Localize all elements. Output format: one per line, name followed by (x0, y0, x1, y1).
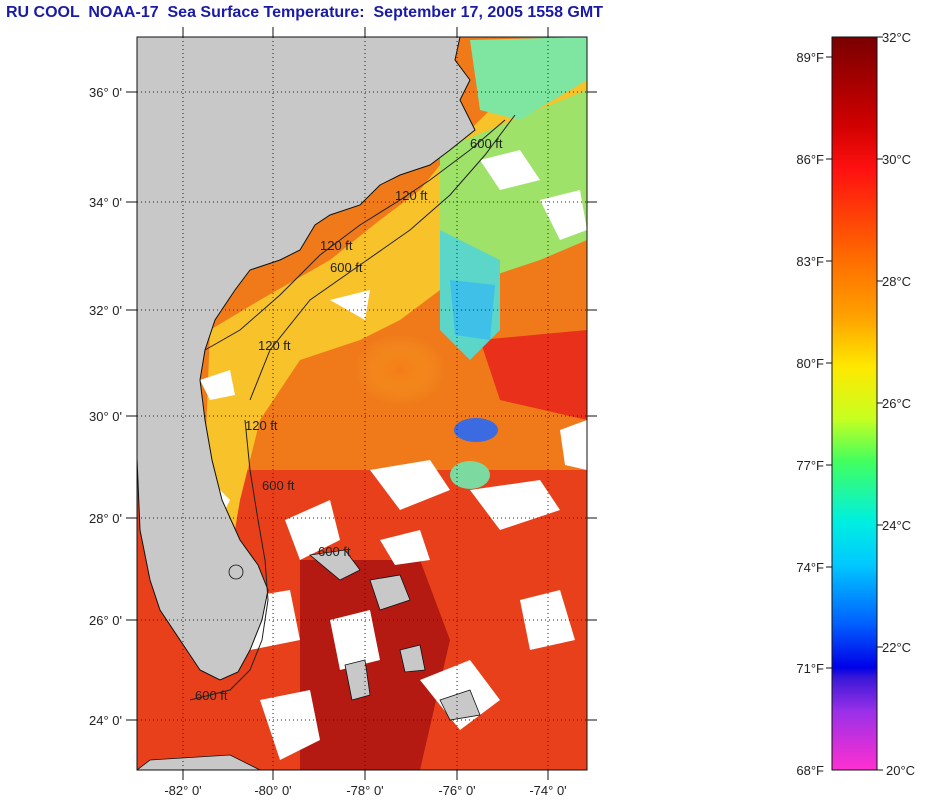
isobath-label: 120 ft (320, 238, 353, 253)
celsius-label: 30°C (882, 152, 911, 167)
colorbar-ticks (826, 36, 883, 771)
lon-label: -78° 0' (346, 783, 383, 798)
isobath-labels: 120 ft 600 ft 120 ft 600 ft 120 ft 600 f… (195, 136, 503, 703)
cool-water-north (470, 37, 587, 120)
fahrenheit-label: 86°F (796, 152, 824, 167)
celsius-label: 28°C (882, 274, 911, 289)
isobath-label: 600 ft (330, 260, 363, 275)
map-frame (136, 36, 588, 771)
isobath-label: 600 ft (470, 136, 503, 151)
latitude-labels: 36° 0' 34° 0' 32° 0' 30° 0' 28° 0' 26° 0… (89, 85, 122, 728)
fahrenheit-label: 68°F (796, 763, 824, 778)
celsius-label: 32°C (882, 30, 911, 45)
lat-label: 26° 0' (89, 613, 122, 628)
map-title: RU COOL NOAA-17 Sea Surface Temperature:… (6, 4, 603, 21)
lon-label: -74° 0' (529, 783, 566, 798)
colorbar (831, 36, 878, 771)
lat-label: 24° 0' (89, 713, 122, 728)
isobath-label: 120 ft (258, 338, 291, 353)
isobath-label: 600 ft (318, 544, 351, 559)
isobath-label: 600 ft (262, 478, 295, 493)
lat-label: 28° 0' (89, 511, 122, 526)
colorbar-celsius-labels: 32°C 30°C 28°C 26°C 24°C 22°C 20°C (882, 30, 915, 778)
fahrenheit-label: 89°F (796, 50, 824, 65)
lat-label: 30° 0' (89, 409, 122, 424)
celsius-label: 22°C (882, 640, 911, 655)
isobath-120ft (204, 119, 506, 351)
lon-label: -82° 0' (164, 783, 201, 798)
fahrenheit-label: 74°F (796, 560, 824, 575)
cool-eddy-cyan (450, 280, 495, 340)
celsius-label: 24°C (882, 518, 911, 533)
lat-label: 36° 0' (89, 85, 122, 100)
isobath-florida (189, 419, 269, 701)
sst-map: 120 ft 600 ft 120 ft 600 ft 120 ft 600 f… (137, 37, 587, 770)
lat-label: 32° 0' (89, 303, 122, 318)
lat-label: 34° 0' (89, 195, 122, 210)
hot-filament-east (480, 330, 587, 420)
longitude-labels: -82° 0' -80° 0' -78° 0' -76° 0' -74° 0' (164, 783, 566, 798)
colorbar-fahrenheit-labels: 89°F 86°F 83°F 80°F 77°F 74°F 71°F 68°F (796, 50, 824, 778)
fahrenheit-label: 71°F (796, 661, 824, 676)
cold-eddy-blue (454, 418, 498, 442)
celsius-label: 26°C (882, 396, 911, 411)
fahrenheit-label: 80°F (796, 356, 824, 371)
fahrenheit-label: 83°F (796, 254, 824, 269)
isobath-label: 120 ft (245, 418, 278, 433)
isobath-600ft (249, 114, 516, 401)
cool-eddy-green (450, 461, 490, 489)
lon-label: -76° 0' (438, 783, 475, 798)
isobath-label: 600 ft (195, 688, 228, 703)
fahrenheit-label: 77°F (796, 458, 824, 473)
land-bahamas (137, 549, 481, 770)
warm-eddy (355, 335, 445, 405)
isobath-label: 120 ft (395, 188, 428, 203)
graticule (137, 37, 587, 770)
hot-water-bahamas (300, 560, 450, 770)
tick-marks (126, 27, 597, 780)
celsius-label: 20°C (886, 763, 915, 778)
lon-label: -80° 0' (254, 783, 291, 798)
